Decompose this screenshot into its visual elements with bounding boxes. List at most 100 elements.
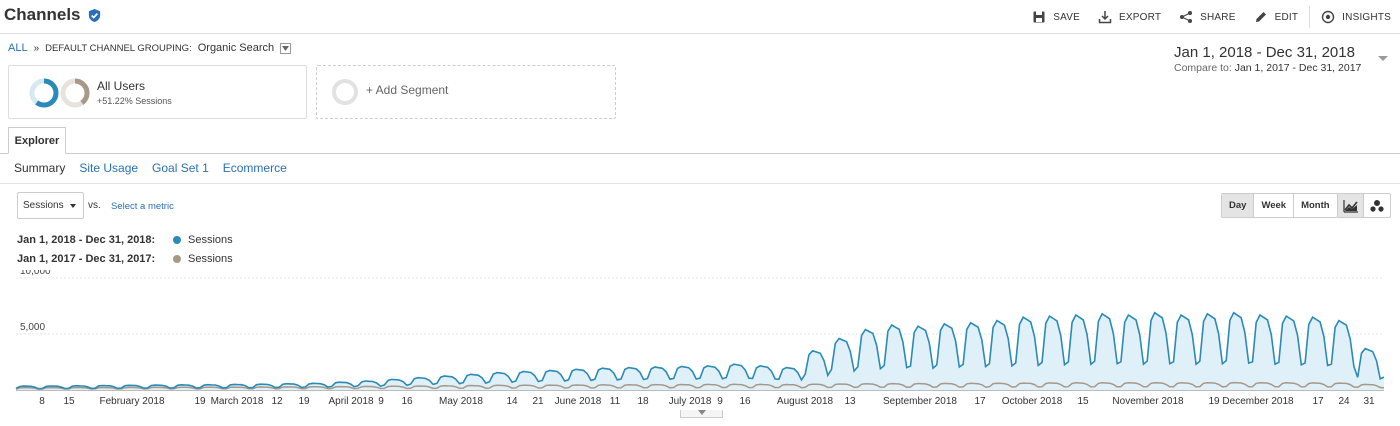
chart-resize-handle[interactable] [680,410,723,418]
subtab-summary[interactable]: Summary [14,161,66,175]
add-segment-label: + Add Segment [366,83,449,97]
insights-label: INSIGHTS [1342,11,1391,23]
x-tick-label: 14 [506,396,518,407]
tab-divider [0,153,1400,154]
legend-current-series: Sessions [188,234,233,246]
edit-button[interactable]: EDIT [1245,10,1308,24]
motion-chart-view-button[interactable] [1364,194,1390,217]
x-tick-label: 9 [717,396,723,407]
legend-previous: Jan 1, 2017 - Dec 31, 2017: Sessions [17,253,233,265]
segment-detail: +51.22% Sessions [97,96,172,106]
x-tick-label: 13 [844,396,856,407]
legend-current-range: Jan 1, 2018 - Dec 31, 2018: [17,234,156,246]
date-range-main: Jan 1, 2018 - Dec 31, 2018 [1174,44,1355,61]
insights-icon [1321,10,1335,24]
legend-previous-series: Sessions [188,253,233,265]
x-tick-label: July 2018 [669,396,712,407]
granularity-day-button[interactable]: Day [1222,194,1255,217]
x-tick-label: 16 [401,396,413,407]
x-tick-label: April 2018 [328,396,373,407]
chevron-down-icon [70,204,76,208]
x-tick-label: 19 [298,396,310,407]
segment-donut-previous-icon [60,78,90,108]
y-tick-label: 10,000 [20,270,51,277]
share-icon [1180,11,1193,23]
x-tick-label: 15 [63,396,75,407]
x-tick-label: 15 [1077,396,1089,407]
insights-button[interactable]: INSIGHTS [1312,10,1400,24]
action-divider [1309,6,1311,28]
save-button[interactable]: SAVE [1023,10,1089,24]
add-segment-button[interactable]: + Add Segment [316,65,616,119]
page-title: Channels [4,5,102,25]
date-range-compare: Compare to: Jan 1, 2017 - Dec 31, 2017 [1174,62,1361,74]
save-label: SAVE [1053,11,1080,23]
x-tick-label: December 2018 [1222,396,1294,407]
series-previous-line [15,381,1385,390]
x-tick-label: March 2018 [211,396,264,407]
edit-pencil-icon [1255,12,1266,22]
x-tick-label: 19 [1208,396,1220,407]
empty-segment-circle-icon [332,79,358,105]
x-tick-label: February 2018 [99,396,164,407]
save-icon [1033,11,1045,23]
x-tick-label: 9 [378,396,384,407]
tab-explorer[interactable]: Explorer [8,127,66,154]
breadcrumb-all-link[interactable]: ALL [8,42,28,54]
compare-label: Compare to: [1174,62,1232,74]
legend-previous-range: Jan 1, 2017 - Dec 31, 2017: [17,253,156,265]
share-button[interactable]: SHARE [1170,10,1244,24]
segment-name: All Users [97,79,146,93]
share-label: SHARE [1200,11,1236,23]
x-tick-label: June 2018 [555,396,602,407]
x-tick-label: 11 [610,396,621,407]
subtab-goal-set-1[interactable]: Goal Set 1 [152,161,209,175]
breadcrumb-grouping-value: Organic Search [197,42,275,54]
line-chart-icon [1342,199,1358,213]
series-current-line [15,311,1385,390]
legend-current-dot [173,236,181,244]
x-tick-label: 18 [637,396,649,407]
legend-previous-dot [173,255,181,263]
compare-value: Jan 1, 2017 - Dec 31, 2017 [1234,62,1362,74]
date-range-picker[interactable]: Jan 1, 2018 - Dec 31, 2018 Compare to: J… [1174,44,1361,74]
x-tick-label: 31 [1363,396,1375,407]
export-icon [1098,11,1112,24]
legend-current: Jan 1, 2018 - Dec 31, 2018: Sessions [17,234,233,246]
x-tick-label: 19 [194,396,206,407]
bubble-chart-icon [1370,199,1384,212]
breadcrumb-grouping-label: DEFAULT CHANNEL GROUPING: [45,42,192,54]
x-tick-label: 12 [271,396,283,407]
date-range-caret-icon[interactable] [1378,56,1388,61]
line-chart-view-button[interactable] [1338,194,1364,217]
granularity-week-button[interactable]: Week [1254,194,1295,217]
metric-dropdown[interactable]: Sessions [17,192,84,219]
subtab-divider [0,183,1400,184]
x-tick-label: October 2018 [1002,396,1063,407]
x-tick-label: August 2018 [777,396,834,407]
select-metric-link[interactable]: Select a metric [111,201,174,212]
x-tick-label: 24 [1338,396,1350,407]
page-title-text: Channels [4,5,81,24]
subtab-site-usage[interactable]: Site Usage [79,161,139,175]
x-tick-label: September 2018 [883,396,957,407]
subtab-ecommerce[interactable]: Ecommerce [222,161,287,175]
verified-shield-icon [88,8,100,22]
granularity-toggle: Day Week Month [1221,193,1338,218]
explorer-subtabs: Summary Site Usage Goal Set 1 Ecommerce [14,161,287,175]
series-current-area [16,312,1384,390]
sessions-timeline-chart[interactable]: 10,000 5,000 8 15 February 2018 19 March 2018 1… [0,270,1400,410]
y-tick-label: 5,000 [20,322,45,333]
segment-all-users[interactable]: All Users +51.22% Sessions [8,65,307,119]
x-tick-label: 17 [1312,396,1324,407]
breadcrumb-separator: » [33,42,40,54]
x-tick-label: 21 [532,396,544,407]
x-tick-label: 17 [974,396,986,407]
breadcrumb-dropdown-button[interactable] [280,42,292,54]
report-actions: SAVE EXPORT SHARE EDIT INSIGHTS [1023,0,1400,34]
vs-label: vs. [88,200,101,211]
breadcrumb: ALL » DEFAULT CHANNEL GROUPING: Organic … [8,42,292,54]
export-button[interactable]: EXPORT [1089,10,1170,24]
chevron-down-icon [282,45,290,51]
granularity-month-button[interactable]: Month [1301,200,1330,211]
